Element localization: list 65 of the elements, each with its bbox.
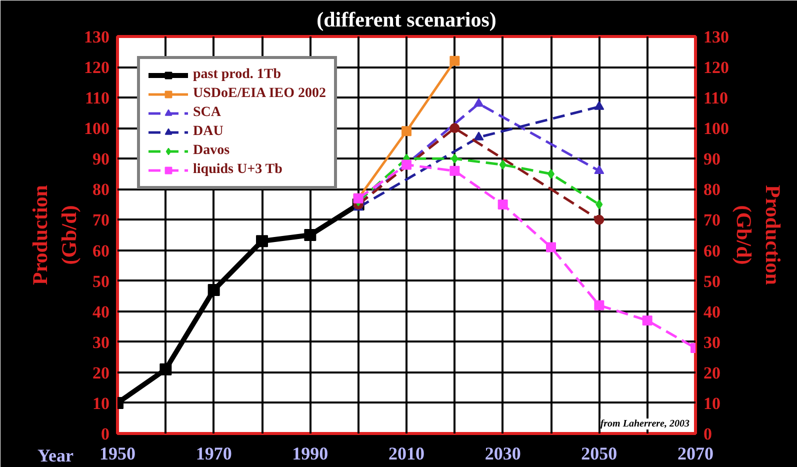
- legend-label: liquids U+3 Tb: [193, 162, 282, 178]
- point: [594, 300, 604, 310]
- y2-tick-label: 110: [704, 88, 728, 108]
- y-axis-title: Production (Gb/d): [28, 184, 81, 285]
- point: [499, 160, 506, 170]
- x-tick-label: 2010: [388, 444, 424, 464]
- y2-tick-label: 70: [704, 210, 720, 230]
- x-tick-label: 2050: [581, 444, 618, 464]
- point: [304, 229, 316, 241]
- y2-tick-label: 90: [704, 150, 720, 169]
- y2-tick-label: 40: [704, 302, 720, 322]
- annotation: from Laherrere, 2003: [600, 418, 690, 430]
- legend-label: SCA: [193, 105, 222, 121]
- x-tick-label: 1990: [292, 444, 328, 464]
- legend-label: DAU: [193, 124, 224, 140]
- y2-tick-label: 60: [704, 241, 720, 260]
- point: [402, 160, 412, 170]
- legend-label: past prod. 1Tb: [193, 67, 282, 83]
- y-tick-label: 50: [92, 272, 110, 291]
- y-tick-label: 40: [92, 302, 110, 322]
- y2-axis-title: Production (Gb/d): [732, 185, 785, 286]
- point: [450, 56, 460, 66]
- point: [402, 126, 412, 136]
- point: [498, 199, 508, 210]
- point: [546, 242, 556, 252]
- point: [642, 316, 652, 326]
- y-tick-label: 110: [84, 88, 110, 108]
- y2-tick-label: 50: [704, 272, 720, 291]
- y-tick-label: 90: [92, 150, 110, 169]
- point: [450, 166, 460, 176]
- y-tick-label: 100: [84, 119, 110, 138]
- y2-tick-label: 30: [704, 332, 720, 352]
- y-tick-label: 30: [92, 332, 110, 352]
- point: [451, 154, 458, 164]
- y2-tick-label: 10: [704, 394, 720, 413]
- y2-tick-label: 20: [704, 363, 720, 382]
- x-tick-label: 1950: [100, 444, 136, 464]
- y2-tick-label: 130: [704, 28, 729, 46]
- y2-tick-label: 0: [704, 424, 712, 444]
- y-tick-label: 0: [101, 424, 110, 444]
- y2-tick-label: 100: [704, 119, 729, 138]
- point: [208, 284, 220, 296]
- y-tick-label: 60: [92, 241, 110, 260]
- x-axis-title: Year: [38, 446, 74, 466]
- y-tick-label: 10: [92, 394, 110, 413]
- point: [474, 132, 484, 140]
- y-tick-label: 80: [92, 180, 110, 200]
- point: [450, 123, 460, 134]
- y2-tick-label: 120: [704, 58, 729, 78]
- chart-title: (different scenarios): [316, 8, 496, 32]
- y2-tick-label: 80: [704, 180, 720, 200]
- point: [594, 101, 604, 110]
- y-tick-label: 70: [92, 210, 110, 230]
- legend-label: Davos: [193, 143, 230, 159]
- point: [256, 235, 268, 248]
- legend-label: USDoE/EIA IEO 2002: [193, 86, 326, 102]
- x-tick-label: 2030: [484, 444, 521, 464]
- x-tick-label: 2070: [678, 444, 714, 464]
- point: [594, 214, 604, 225]
- x-tick-label: 1970: [196, 444, 232, 464]
- point: [160, 363, 172, 376]
- y-tick-label: 130: [84, 28, 110, 46]
- y-tick-label: 120: [84, 58, 110, 78]
- point: [596, 199, 603, 210]
- y-tick-label: 20: [92, 363, 110, 382]
